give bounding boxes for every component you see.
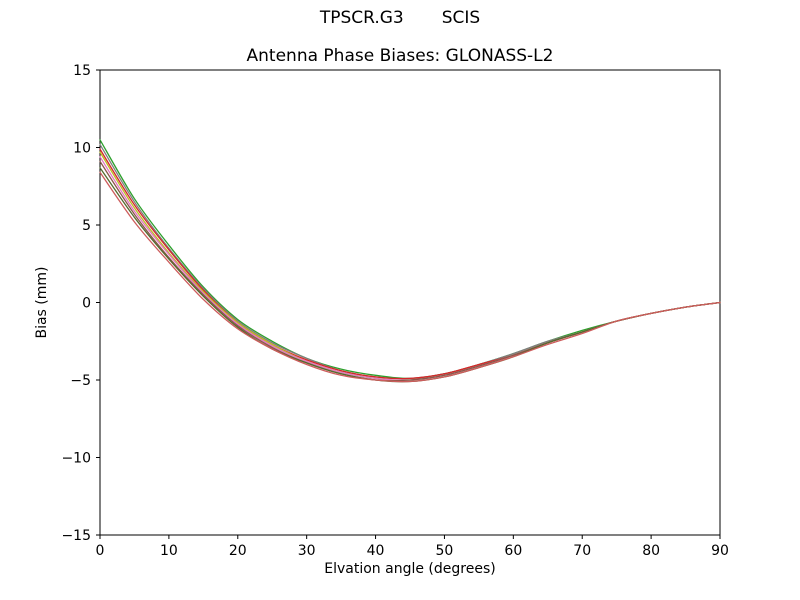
x-tick-label: 50 (436, 543, 454, 559)
x-tick-label: 90 (711, 543, 729, 559)
x-tick-label: 10 (160, 543, 178, 559)
suptitle-right: SCIS (441, 8, 481, 28)
y-tick-label: −15 (61, 528, 91, 544)
x-tick-label: 30 (298, 543, 316, 559)
x-tick-label: 20 (229, 543, 247, 559)
y-axis-label: Bias (mm) (34, 266, 50, 338)
y-tick-label: −10 (61, 451, 91, 467)
x-tick-label: 60 (504, 543, 522, 559)
y-tick-label: −5 (70, 373, 91, 389)
y-tick-label: 10 (73, 141, 91, 157)
x-tick-label: 0 (96, 543, 105, 559)
axes-title: Antenna Phase Biases: GLONASS-L2 (246, 46, 554, 66)
series-line-3 (99, 148, 721, 380)
suptitle-left: TPSCR.G3 (319, 8, 404, 28)
y-tick-label: 15 (73, 63, 91, 79)
series-line-4 (99, 151, 721, 381)
series-line-6 (99, 160, 721, 382)
x-tick-label: 40 (367, 543, 385, 559)
series-line-1 (99, 139, 721, 380)
series-line-5 (99, 156, 721, 381)
series-line-8 (99, 171, 721, 383)
y-tick-label: 5 (82, 218, 91, 234)
x-axis-label: Elvation angle (degrees) (324, 561, 495, 577)
x-tick-label: 80 (642, 543, 660, 559)
series-line-2 (99, 143, 721, 380)
plot-frame (99, 69, 721, 536)
figure-suptitle: TPSCR.G3 SCIS (0, 8, 800, 28)
y-tick-label: 0 (82, 296, 91, 312)
x-tick-label: 70 (573, 543, 591, 559)
